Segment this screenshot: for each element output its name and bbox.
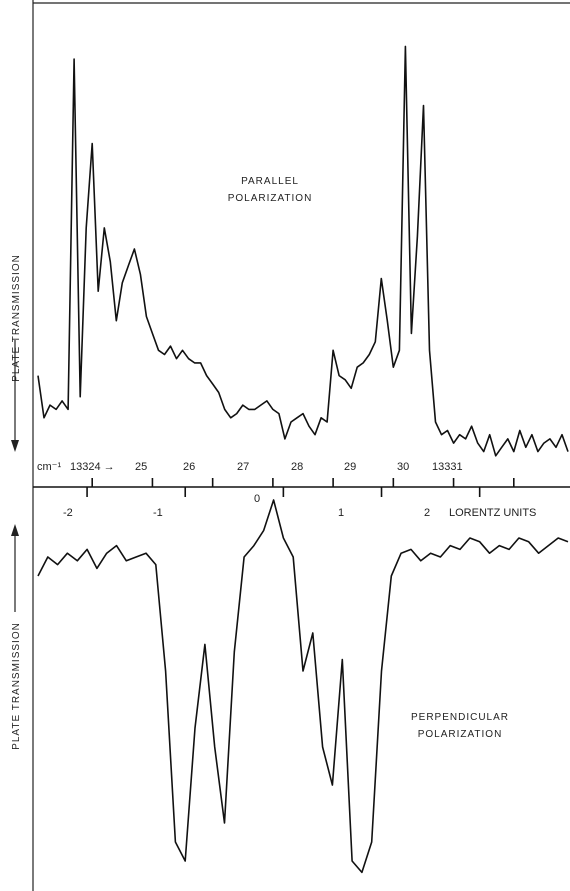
wavenumber-tick-label-25: 25 — [135, 461, 147, 473]
parallel-title: PARALLEL — [241, 176, 299, 187]
perpendicular-title: PERPENDICULAR — [411, 712, 509, 723]
wavenumber-tick-label-30: 30 — [397, 461, 409, 473]
lorentz-tick-label-2: 2 — [424, 507, 430, 519]
up-arrow-icon — [11, 524, 19, 536]
lorentz-tick-label-1: 1 — [338, 507, 344, 519]
parallel-trace — [37, 45, 569, 457]
wavenumber-tick-label-27: 27 — [237, 461, 249, 473]
bottom-y-axis-label: PLATE TRANSMISSION — [11, 622, 22, 750]
lorentz-tick-label-neg1: -1 — [153, 507, 163, 519]
down-arrow-icon — [11, 440, 19, 452]
wavenumber-tick-label-13324: 13324 → — [70, 461, 115, 473]
lorentz-tick-label-0: 0 — [254, 493, 260, 505]
lorentz-ticks — [86, 487, 481, 497]
wavenumber-unit-label: cm⁻¹ — [37, 461, 61, 473]
top-y-axis-label: PLATE TRANSMISSION — [11, 254, 22, 382]
wavenumber-tick-label-29: 29 — [344, 461, 356, 473]
perpendicular-subtitle: POLARIZATION — [418, 729, 503, 740]
wavenumber-ticks — [91, 478, 515, 487]
perpendicular-trace — [37, 499, 569, 874]
lorentz-axis-label: LORENTZ UNITS — [449, 507, 536, 519]
lorentz-tick-label-neg2: -2 — [63, 507, 73, 519]
wavenumber-tick-label-28: 28 — [291, 461, 303, 473]
wavenumber-tick-label-26: 26 — [183, 461, 195, 473]
wavenumber-tick-label-13331: 13331 — [432, 461, 463, 473]
parallel-subtitle: POLARIZATION — [228, 193, 313, 204]
